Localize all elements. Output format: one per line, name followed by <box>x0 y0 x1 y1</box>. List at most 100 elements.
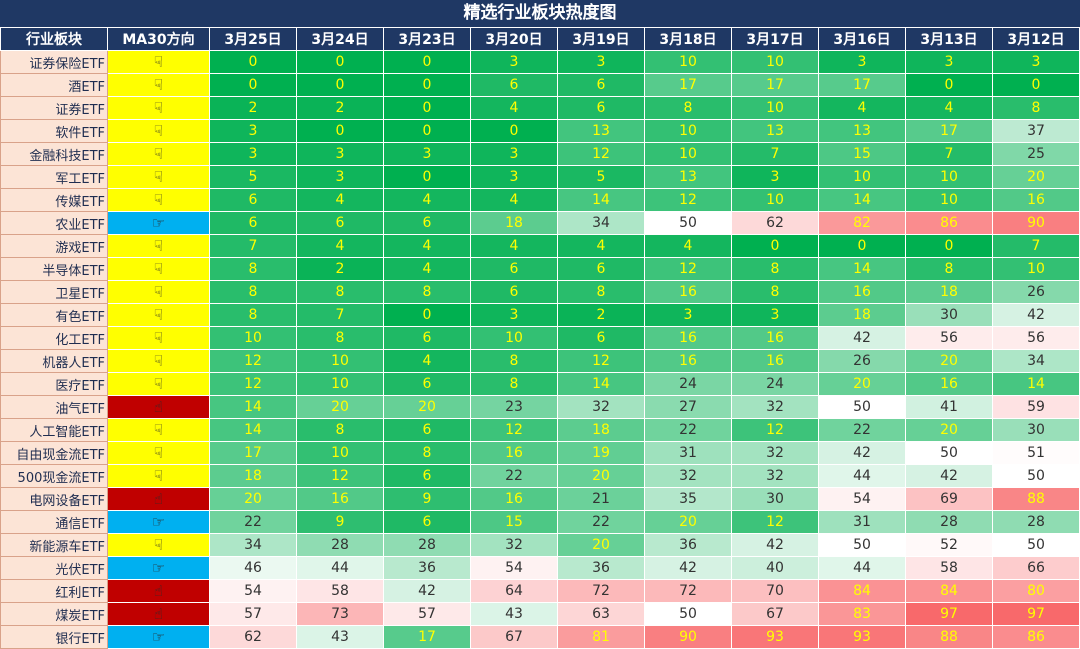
heat-cell: 17 <box>644 73 732 97</box>
heat-cell: 69 <box>905 487 993 511</box>
heat-cell: 10 <box>731 188 819 212</box>
heat-cell: 32 <box>644 464 732 488</box>
heat-cell: 4 <box>818 96 906 120</box>
heat-cell: 2 <box>296 96 384 120</box>
heat-cell: 6 <box>209 211 297 235</box>
heat-cell: 3 <box>470 165 558 189</box>
heat-cell: 20 <box>644 510 732 534</box>
heat-cell: 67 <box>731 602 819 626</box>
heat-cell: 2 <box>557 303 645 327</box>
heat-cell: 16 <box>905 372 993 396</box>
ma30-direction-down-icon: ☟ <box>107 119 210 143</box>
heat-cell: 6 <box>383 372 471 396</box>
table-row: 红利ETF ☝ 54 58 42 64 72 72 70 84 84 80 <box>0 579 1080 603</box>
heat-cell: 19 <box>557 441 645 465</box>
sector-name: 卫星ETF <box>0 280 108 304</box>
ma30-direction-down-icon: ☟ <box>107 372 210 396</box>
heat-cell: 32 <box>731 464 819 488</box>
heat-cell: 0 <box>296 50 384 74</box>
table-row: 煤炭ETF ☝ 57 73 57 43 63 50 67 83 97 97 <box>0 602 1080 626</box>
heat-cell: 16 <box>644 349 732 373</box>
heat-cell: 42 <box>818 441 906 465</box>
heat-cell: 21 <box>557 487 645 511</box>
heat-cell: 44 <box>818 556 906 580</box>
heat-cell: 6 <box>296 211 384 235</box>
heat-cell: 4 <box>644 234 732 258</box>
sector-name: 半导体ETF <box>0 257 108 281</box>
heat-cell: 0 <box>818 234 906 258</box>
heat-cell: 86 <box>992 625 1080 649</box>
heat-cell: 18 <box>818 303 906 327</box>
heat-cell: 6 <box>557 73 645 97</box>
heat-cell: 10 <box>731 50 819 74</box>
heat-cell: 4 <box>905 96 993 120</box>
heat-cell: 8 <box>470 372 558 396</box>
table-row: 新能源车ETF ☟ 34 28 28 32 20 36 42 50 52 50 <box>0 533 1080 557</box>
heat-cell: 12 <box>296 464 384 488</box>
heat-cell: 4 <box>383 349 471 373</box>
chart-title: 精选行业板块热度图 <box>0 0 1080 27</box>
heat-cell: 32 <box>557 395 645 419</box>
heat-cell: 62 <box>731 211 819 235</box>
heat-cell: 67 <box>470 625 558 649</box>
heat-cell: 3 <box>296 142 384 166</box>
heat-cell: 6 <box>383 211 471 235</box>
heat-cell: 57 <box>383 602 471 626</box>
heat-cell: 12 <box>644 257 732 281</box>
heat-cell: 6 <box>383 326 471 350</box>
sector-name: 新能源车ETF <box>0 533 108 557</box>
ma30-direction-down-icon: ☟ <box>107 418 210 442</box>
sector-name: 医疗ETF <box>0 372 108 396</box>
sector-name: 人工智能ETF <box>0 418 108 442</box>
ma30-direction-down-icon: ☟ <box>107 349 210 373</box>
heat-cell: 64 <box>470 579 558 603</box>
ma30-direction-down-icon: ☟ <box>107 326 210 350</box>
heat-cell: 14 <box>557 372 645 396</box>
ma30-direction-up-icon: ☞ <box>107 625 210 649</box>
ma30-direction-down-icon: ☟ <box>107 303 210 327</box>
heat-cell: 10 <box>296 441 384 465</box>
heat-cell: 16 <box>470 487 558 511</box>
heat-cell: 6 <box>470 73 558 97</box>
heat-cell: 4 <box>383 234 471 258</box>
heat-cell: 36 <box>557 556 645 580</box>
heat-cell: 83 <box>818 602 906 626</box>
heat-cell: 0 <box>296 119 384 143</box>
heat-cell: 28 <box>905 510 993 534</box>
header-date: 3月24日 <box>296 27 384 51</box>
header-date: 3月17日 <box>731 27 819 51</box>
heat-cell: 2 <box>296 257 384 281</box>
heat-cell: 18 <box>209 464 297 488</box>
heat-cell: 18 <box>470 211 558 235</box>
heat-cell: 30 <box>731 487 819 511</box>
heat-cell: 32 <box>731 395 819 419</box>
heat-cell: 31 <box>818 510 906 534</box>
header-date: 3月13日 <box>905 27 993 51</box>
heat-cell: 10 <box>905 165 993 189</box>
heat-cell: 16 <box>644 280 732 304</box>
heat-cell: 13 <box>557 119 645 143</box>
heat-cell: 0 <box>209 50 297 74</box>
header-date: 3月19日 <box>557 27 645 51</box>
heat-cell: 12 <box>731 418 819 442</box>
heat-cell: 15 <box>470 510 558 534</box>
heat-cell: 22 <box>470 464 558 488</box>
heat-cell: 81 <box>557 625 645 649</box>
heat-cell: 42 <box>383 579 471 603</box>
heat-cell: 50 <box>992 533 1080 557</box>
heat-cell: 0 <box>992 73 1080 97</box>
heat-cell: 8 <box>209 280 297 304</box>
heat-cell: 22 <box>209 510 297 534</box>
heat-cell: 14 <box>209 395 297 419</box>
heat-cell: 5 <box>557 165 645 189</box>
ma30-direction-down-icon: ☟ <box>107 234 210 258</box>
table-row: 通信ETF ☞ 22 9 6 15 22 20 12 31 28 28 <box>0 510 1080 534</box>
heat-cell: 90 <box>644 625 732 649</box>
heat-cell: 13 <box>731 119 819 143</box>
heat-cell: 20 <box>209 487 297 511</box>
heat-cell: 10 <box>296 349 384 373</box>
heat-cell: 3 <box>992 50 1080 74</box>
heat-cell: 2 <box>209 96 297 120</box>
ma30-direction-strong-icon: ☝ <box>107 487 210 511</box>
heat-cell: 50 <box>818 533 906 557</box>
